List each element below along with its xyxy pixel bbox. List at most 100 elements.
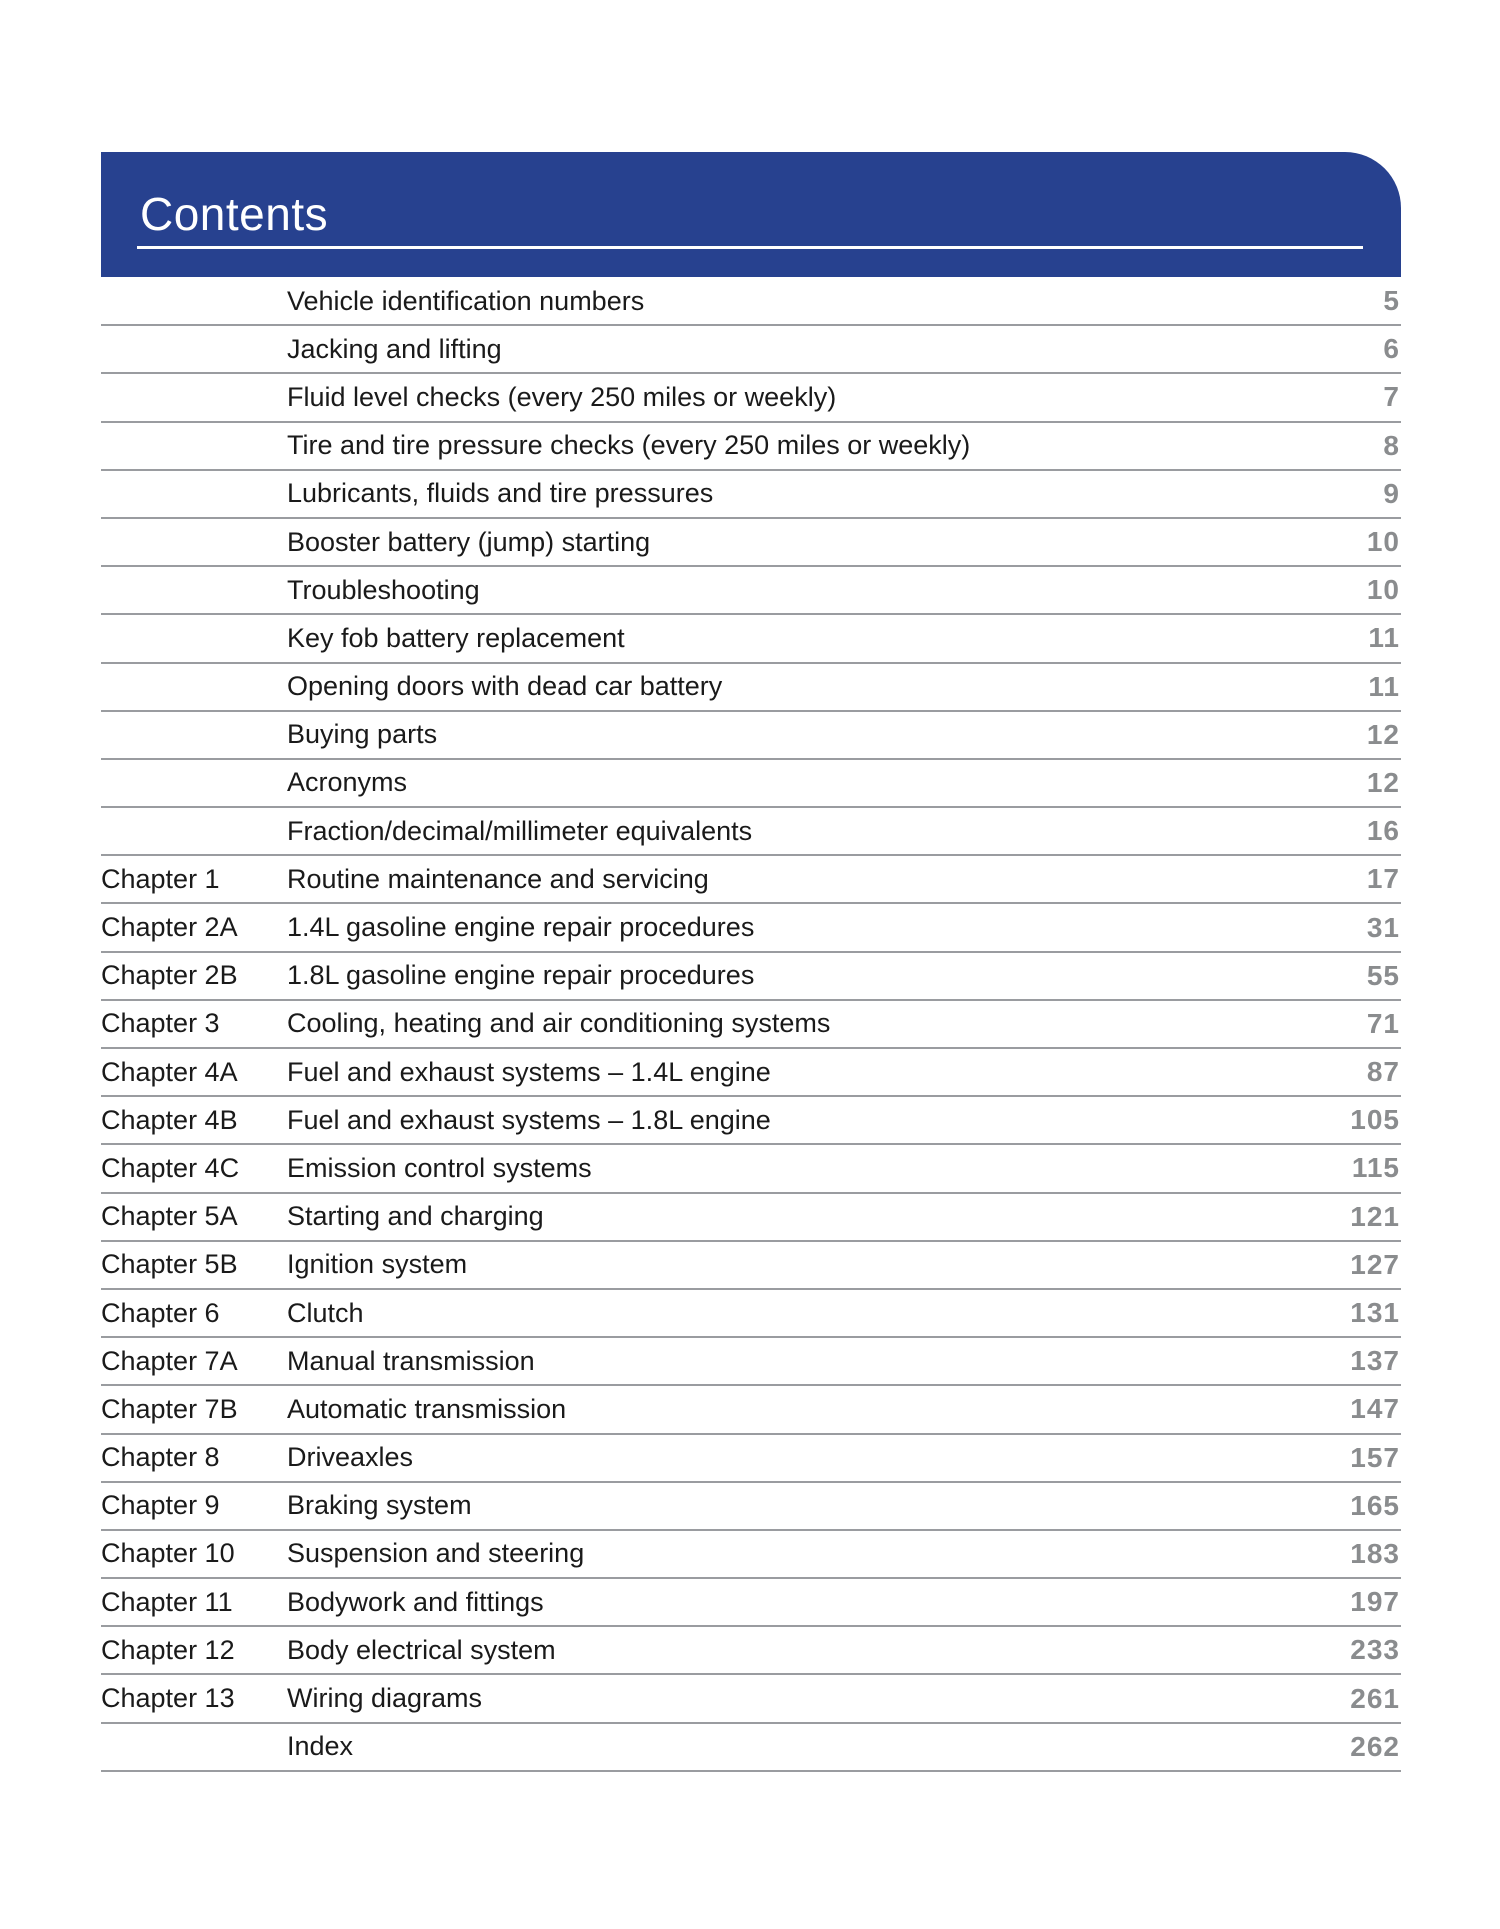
chapter-label: Chapter 2A — [101, 912, 238, 943]
entry-title: Lubricants, fluids and tire pressures — [287, 478, 714, 509]
entry-title: Manual transmission — [287, 1345, 535, 1376]
entry-title: Jacking and lifting — [287, 333, 502, 364]
toc-row: Chapter 3 Cooling, heating and air condi… — [101, 1001, 1401, 1049]
entry-title: Starting and charging — [287, 1201, 544, 1232]
entry-title: Buying parts — [287, 719, 438, 750]
entry-page-number: 9 — [1383, 477, 1400, 509]
toc-row: Chapter 11 Bodywork and fittings 197 — [101, 1579, 1401, 1628]
entry-page-number: 197 — [1350, 1586, 1400, 1618]
entry-page-number: 6 — [1383, 333, 1400, 365]
entry-page-number: 55 — [1366, 959, 1400, 991]
header-underline-rule — [137, 246, 1363, 249]
toc-row: Chapter 4A Fuel and exhaust systems – 1.… — [101, 1049, 1401, 1098]
entry-title: Routine maintenance and servicing — [287, 863, 709, 894]
toc-row: Index 262 — [101, 1724, 1401, 1772]
chapter-label: Chapter 10 — [101, 1538, 235, 1569]
entry-page-number: 137 — [1350, 1345, 1400, 1377]
entry-title: Vehicle identification numbers — [287, 285, 645, 316]
chapter-label: Chapter 6 — [101, 1297, 220, 1328]
entry-title: Ignition system — [287, 1249, 468, 1280]
entry-page-number: 121 — [1350, 1200, 1400, 1232]
entry-page-number: 131 — [1350, 1297, 1400, 1329]
toc-row: Chapter 12 Body electrical system 233 — [101, 1627, 1401, 1676]
entry-page-number: 87 — [1366, 1056, 1400, 1088]
toc-row: Chapter 2B 1.8L gasoline engine repair p… — [101, 953, 1401, 1001]
toc-row: Opening doors with dead car battery 11 — [101, 664, 1401, 712]
entry-title: Fluid level checks (every 250 miles or w… — [287, 381, 837, 412]
toc-row: Chapter 13 Wiring diagrams 261 — [101, 1675, 1401, 1724]
chapter-label: Chapter 5A — [101, 1201, 238, 1232]
entry-page-number: 31 — [1366, 911, 1400, 943]
chapter-label: Chapter 8 — [101, 1442, 220, 1473]
entry-title: Wiring diagrams — [287, 1683, 483, 1714]
entry-title: Automatic transmission — [287, 1393, 567, 1424]
entry-page-number: 7 — [1383, 381, 1400, 413]
toc-row: Chapter 4C Emission control systems 115 — [101, 1145, 1401, 1194]
entry-page-number: 105 — [1350, 1104, 1400, 1136]
toc-row: Acronyms 12 — [101, 760, 1401, 809]
toc-row: Booster battery (jump) starting 10 — [101, 519, 1401, 568]
toc-row: Buying parts 12 — [101, 712, 1401, 760]
entry-page-number: 115 — [1351, 1152, 1400, 1184]
entry-title: Index — [287, 1731, 354, 1762]
entry-title: Suspension and steering — [287, 1538, 585, 1569]
entry-page-number: 5 — [1383, 285, 1400, 317]
toc-row: Chapter 6 Clutch 131 — [101, 1290, 1401, 1339]
chapter-label: Chapter 4C — [101, 1152, 240, 1183]
entry-page-number: 11 — [1368, 622, 1400, 654]
entry-title: Tire and tire pressure checks (every 250… — [287, 430, 971, 461]
toc-row: Fraction/decimal/millimeter equivalents … — [101, 808, 1401, 857]
chapter-label: Chapter 5B — [101, 1249, 238, 1280]
entry-title: Clutch — [287, 1297, 364, 1328]
entry-page-number: 12 — [1366, 766, 1400, 798]
chapter-label: Chapter 13 — [101, 1683, 235, 1714]
entry-title: 1.4L gasoline engine repair procedures — [287, 912, 755, 943]
entry-title: Fuel and exhaust systems – 1.8L engine — [287, 1104, 771, 1135]
entry-title: Troubleshooting — [287, 574, 480, 605]
chapter-label: Chapter 1 — [101, 863, 220, 894]
toc-row: Chapter 9 Braking system 165 — [101, 1483, 1401, 1531]
chapter-label: Chapter 4A — [101, 1056, 238, 1087]
chapter-label: Chapter 9 — [101, 1490, 220, 1521]
toc-row: Troubleshooting 10 — [101, 567, 1401, 616]
entry-title: 1.8L gasoline engine repair procedures — [287, 960, 755, 991]
entry-page-number: 11 — [1368, 670, 1400, 702]
entry-title: Booster battery (jump) starting — [287, 526, 651, 557]
entry-page-number: 261 — [1350, 1682, 1400, 1714]
entry-page-number: 233 — [1350, 1634, 1400, 1666]
entry-page-number: 8 — [1383, 429, 1400, 461]
chapter-label: Chapter 7A — [101, 1345, 238, 1376]
entry-title: Cooling, heating and air conditioning sy… — [287, 1008, 831, 1039]
toc-row: Chapter 4B Fuel and exhaust systems – 1.… — [101, 1097, 1401, 1146]
toc-row: Vehicle identification numbers 5 — [101, 278, 1401, 327]
toc-list: Vehicle identification numbers 5 Jacking… — [101, 278, 1401, 1772]
entry-title: Opening doors with dead car battery — [287, 671, 723, 702]
toc-row: Chapter 5A Starting and charging 121 — [101, 1194, 1401, 1242]
toc-row: Tire and tire pressure checks (every 250… — [101, 423, 1401, 471]
chapter-label: Chapter 7B — [101, 1393, 238, 1424]
entry-title: Bodywork and fittings — [287, 1586, 544, 1617]
entry-page-number: 10 — [1366, 574, 1400, 606]
toc-row: Chapter 1 Routine maintenance and servic… — [101, 856, 1401, 905]
toc-row: Jacking and lifting 6 — [101, 326, 1401, 375]
entry-title: Driveaxles — [287, 1442, 414, 1473]
toc-row: Chapter 7B Automatic transmission 147 — [101, 1386, 1401, 1435]
chapter-label: Chapter 2B — [101, 960, 238, 991]
toc-row: Chapter 2A 1.4L gasoline engine repair p… — [101, 904, 1401, 953]
chapter-label: Chapter 12 — [101, 1634, 235, 1665]
entry-page-number: 147 — [1350, 1393, 1400, 1425]
entry-title: Acronyms — [287, 767, 408, 798]
entry-page-number: 262 — [1350, 1730, 1400, 1762]
entry-page-number: 17 — [1366, 863, 1400, 895]
entry-page-number: 183 — [1350, 1537, 1400, 1569]
page-title: Contents — [140, 188, 329, 240]
contents-header: Contents — [101, 152, 1401, 277]
entry-page-number: 10 — [1366, 526, 1400, 558]
toc-row: Key fob battery replacement 11 — [101, 615, 1401, 664]
entry-page-number: 157 — [1350, 1441, 1400, 1473]
chapter-label: Chapter 4B — [101, 1104, 238, 1135]
toc-row: Chapter 5B Ignition system 127 — [101, 1242, 1401, 1290]
toc-row: Lubricants, fluids and tire pressures 9 — [101, 471, 1401, 519]
entry-title: Fuel and exhaust systems – 1.4L engine — [287, 1056, 771, 1087]
